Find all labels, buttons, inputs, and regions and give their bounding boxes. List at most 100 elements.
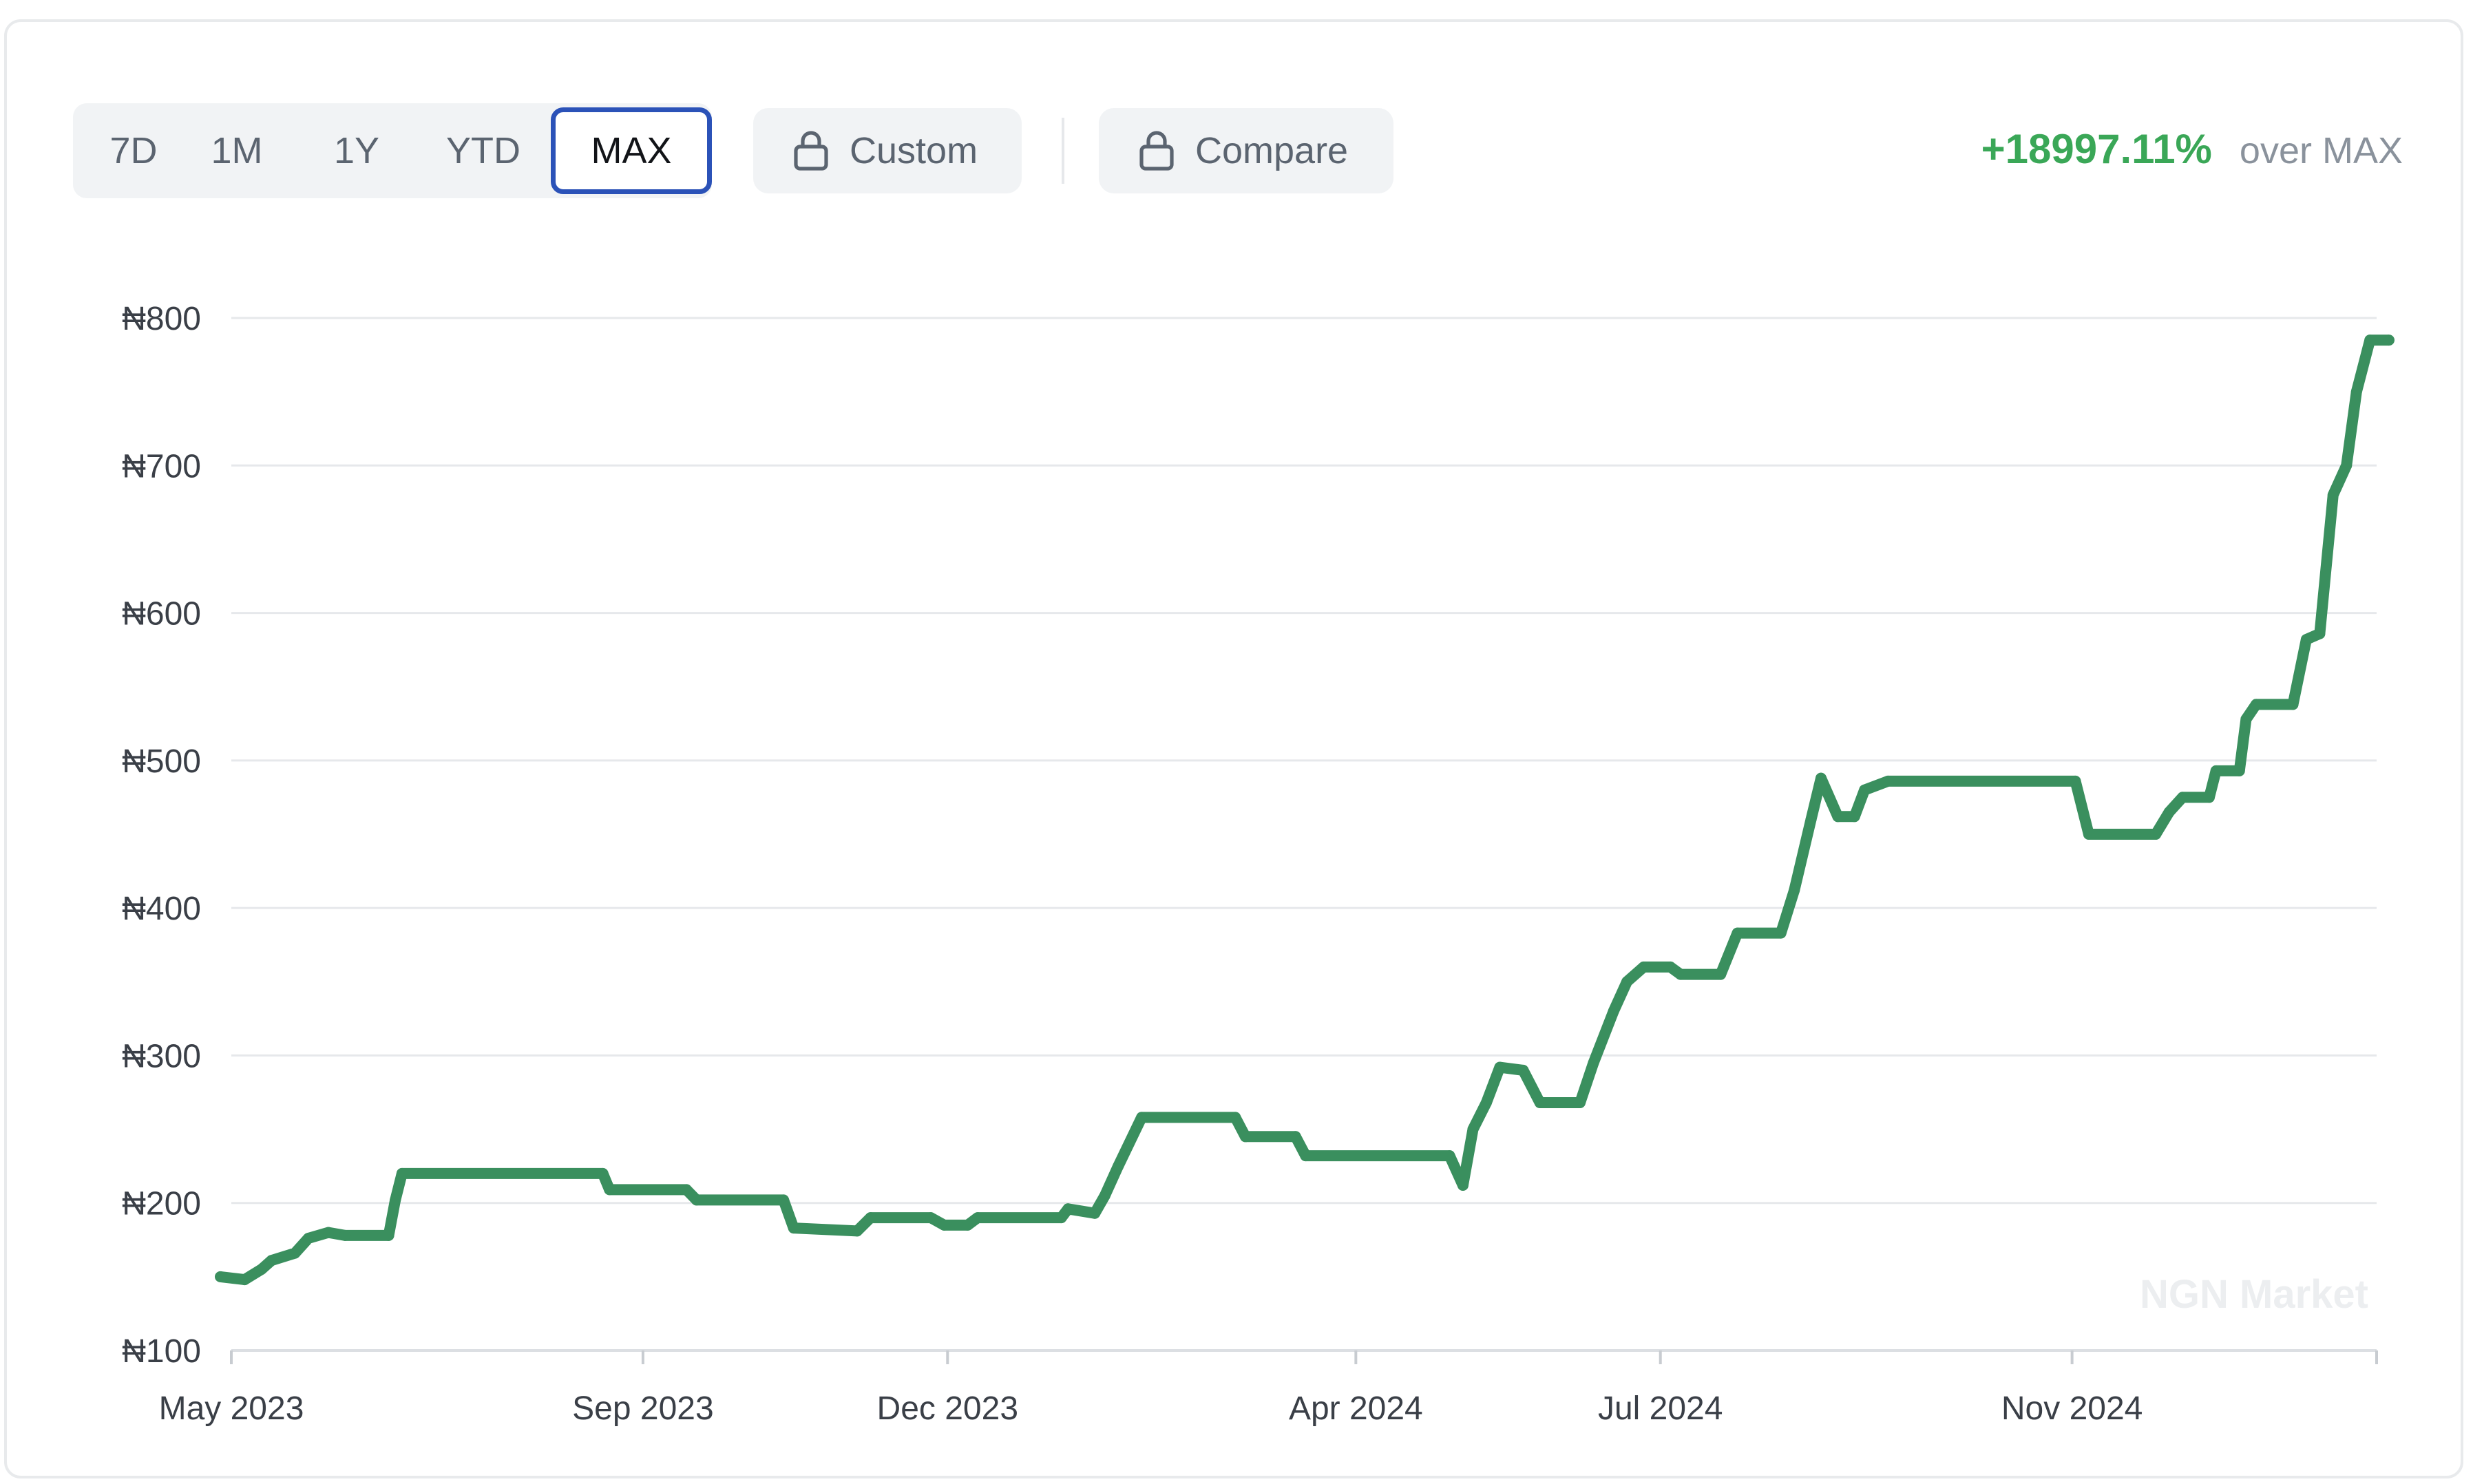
- price-point: [1608, 1006, 1619, 1017]
- price-point: [1715, 968, 1727, 980]
- price-point: [938, 1219, 950, 1231]
- series-lines: [215, 335, 2395, 1286]
- x-tick-label: Sep 2023: [572, 1390, 714, 1427]
- price-line: [220, 335, 2389, 1286]
- price-point: [681, 1184, 693, 1196]
- price-point: [2150, 829, 2162, 840]
- y-tick-label: ₦500: [122, 743, 201, 780]
- price-point: [2350, 386, 2362, 398]
- price-point: [1575, 1097, 1586, 1108]
- y-tick-label: ₦700: [122, 448, 201, 485]
- x-tick-label: Dec 2023: [877, 1390, 1018, 1427]
- price-point: [1300, 1150, 1312, 1162]
- price-point: [778, 1194, 790, 1206]
- price-point: [2210, 765, 2222, 776]
- percent-change: +18997.11%: [1981, 126, 2212, 172]
- range-1m-button[interactable]: 1M: [211, 130, 263, 171]
- price-point: [852, 1225, 863, 1237]
- price-point: [1832, 811, 1844, 823]
- price-point: [2327, 489, 2339, 501]
- price-point: [302, 1233, 314, 1244]
- y-tick-label: ₦100: [122, 1333, 201, 1370]
- price-point: [1517, 1064, 1529, 1076]
- price-point: [339, 1229, 351, 1241]
- grid-lines: [231, 317, 2377, 1352]
- price-point: [1290, 1131, 1301, 1143]
- price-point: [691, 1194, 702, 1206]
- price-point: [2314, 628, 2326, 639]
- price-point: [865, 1212, 876, 1224]
- range-7d-button[interactable]: 7D: [109, 130, 158, 171]
- custom-range-label: Custom: [850, 130, 978, 171]
- percent-change-period: over MAX: [2239, 130, 2403, 171]
- compare-button[interactable]: Compare: [1099, 108, 1393, 193]
- custom-range-button[interactable]: Custom: [753, 108, 1022, 193]
- price-point: [1230, 1112, 1241, 1123]
- price-point: [1062, 1203, 1074, 1215]
- price-point: [604, 1184, 615, 1196]
- price-point: [289, 1247, 301, 1259]
- y-tick-label: ₦400: [122, 891, 201, 927]
- price-point: [1099, 1190, 1111, 1201]
- price-point: [2341, 460, 2353, 471]
- price-point: [2240, 713, 2252, 725]
- range-1y-button[interactable]: 1Y: [333, 130, 380, 171]
- price-point: [1467, 1123, 1479, 1135]
- price-point: [266, 1255, 277, 1266]
- price-point: [2287, 699, 2299, 710]
- price-point: [2083, 829, 2094, 840]
- price-point: [1588, 1057, 1599, 1069]
- price-point: [1444, 1150, 1455, 1162]
- price-point: [788, 1222, 799, 1234]
- price-point: [1849, 811, 1860, 823]
- price-point: [390, 1194, 401, 1206]
- x-tick-label: Nov 2024: [2001, 1390, 2143, 1427]
- price-point: [1621, 976, 1633, 988]
- price-point: [2070, 775, 2081, 787]
- price-point: [2163, 806, 2175, 818]
- axes: ₦100 ₦200 ₦300 ₦400 ₦500 ₦600 ₦700 ₦800 May 2023…: [122, 301, 2378, 1427]
- price-point: [972, 1212, 983, 1224]
- price-point: [1882, 775, 1894, 787]
- range-max-button[interactable]: MAX: [551, 107, 712, 194]
- y-tick-label: ₦800: [122, 301, 201, 337]
- chart-card: 7D 1M 1Y YTD MAX Custom Compare +18997.1…: [4, 19, 2463, 1478]
- price-point: [2251, 699, 2262, 710]
- watermark-text: NGN Market: [2140, 1272, 2368, 1317]
- price-point: [2177, 792, 2189, 803]
- price-point: [1816, 772, 1827, 784]
- price-point: [1805, 814, 1817, 825]
- price-point: [2383, 335, 2395, 346]
- price-point: [1494, 1061, 1506, 1073]
- x-tick-label: May 2023: [159, 1390, 304, 1427]
- lock-icon: [794, 131, 828, 171]
- price-point: [1457, 1180, 1469, 1191]
- compare-label: Compare: [1195, 130, 1349, 171]
- price-point: [2364, 335, 2376, 346]
- price-point: [383, 1229, 394, 1241]
- price-point: [597, 1167, 609, 1179]
- price-point: [1674, 968, 1686, 980]
- price-point: [1665, 961, 1676, 973]
- y-tick-label: ₦200: [122, 1186, 201, 1222]
- price-point: [1136, 1112, 1148, 1123]
- price-point: [1789, 884, 1800, 896]
- price-point: [1638, 961, 1650, 973]
- x-tick-label: Apr 2024: [1289, 1390, 1423, 1427]
- price-point: [323, 1227, 334, 1238]
- price-point: [1775, 927, 1787, 939]
- y-tick-label: ₦300: [122, 1038, 201, 1074]
- price-point: [1113, 1160, 1124, 1172]
- price-point: [1732, 927, 1743, 939]
- price-point: [255, 1264, 267, 1275]
- range-selector: 7D 1M 1Y YTD MAX: [73, 103, 712, 198]
- price-point: [396, 1167, 408, 1179]
- range-ytd-button[interactable]: YTD: [446, 130, 520, 171]
- price-point: [1534, 1097, 1546, 1108]
- price-point: [1480, 1097, 1492, 1108]
- price-point: [2233, 765, 2245, 776]
- x-tick-label: Jul 2024: [1598, 1390, 1723, 1427]
- price-point: [2300, 634, 2312, 646]
- price-point: [1239, 1131, 1251, 1143]
